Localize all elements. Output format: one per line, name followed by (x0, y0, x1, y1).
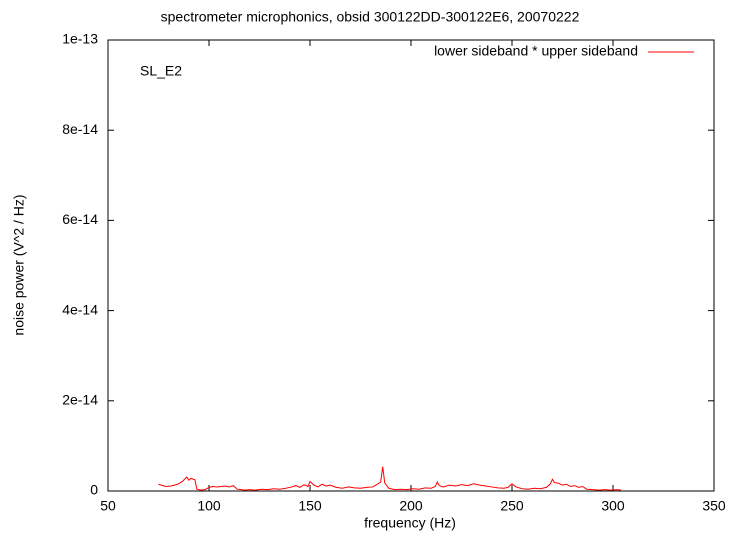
y-tick-label: 0 (90, 482, 98, 498)
data-line (158, 466, 622, 491)
x-tick-label: 300 (601, 498, 625, 514)
x-tick-label: 150 (298, 498, 322, 514)
y-tick-label: 1e-13 (62, 31, 98, 47)
y-tick-label: 6e-14 (62, 211, 98, 227)
x-axis-label: frequency (Hz) (364, 515, 456, 531)
y-tick-label: 2e-14 (62, 392, 98, 408)
plot-frame (107, 39, 715, 492)
annotation: SL_E2 (140, 63, 182, 79)
x-tick-label: 250 (500, 498, 524, 514)
x-tick-label: 200 (399, 498, 423, 514)
chart-title: spectrometer microphonics, obsid 300122D… (161, 9, 580, 25)
x-tick-label: 100 (197, 498, 221, 514)
y-tick-label: 8e-14 (62, 121, 98, 137)
legend-label: lower sideband * upper sideband (434, 43, 638, 59)
x-tick-label: 350 (702, 498, 726, 514)
x-tick-label: 50 (100, 498, 116, 514)
y-tick-label: 4e-14 (62, 301, 98, 317)
y-axis-label: noise power (V^2 / Hz) (11, 194, 27, 335)
